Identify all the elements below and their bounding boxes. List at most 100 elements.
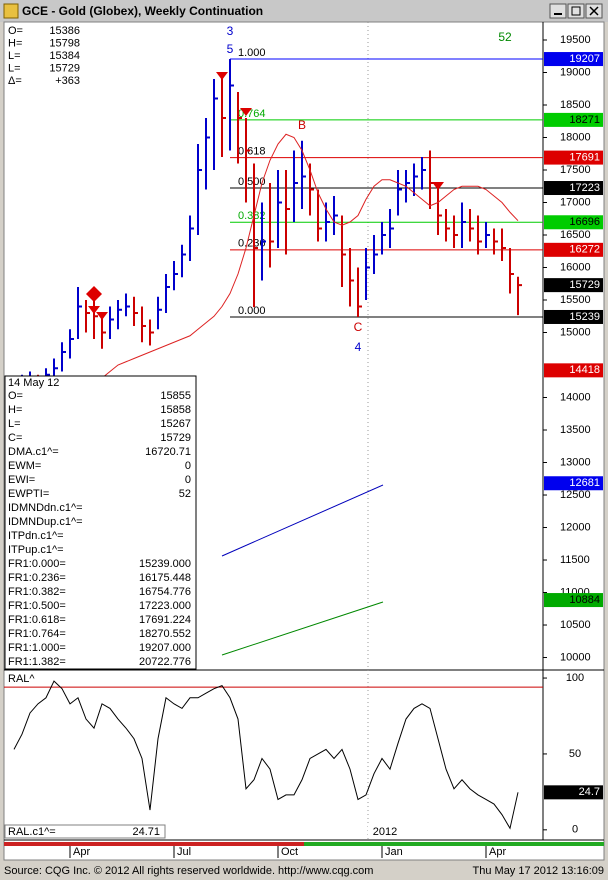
moving-average <box>93 133 519 382</box>
y-tick-label: 15500 <box>560 294 591 306</box>
x-tick-label: Apr <box>489 846 506 858</box>
price-marker-label: 16696 <box>569 216 600 228</box>
price-marker-box <box>544 593 603 608</box>
y-tick-label: 10000 <box>560 651 591 663</box>
price-marker-label: 14418 <box>569 364 600 376</box>
title-bar <box>0 0 608 22</box>
quote-label: O= <box>8 25 23 37</box>
data-row-label: FR1:0.000= <box>8 558 66 570</box>
y-tick-label: 13500 <box>560 424 591 436</box>
data-row-label: FR1:0.618= <box>8 614 66 626</box>
data-row-label: C= <box>8 432 22 444</box>
quote-label: L= <box>8 50 21 62</box>
data-row-value: 20722.776 <box>139 656 191 668</box>
y-tick-label: 17000 <box>560 196 591 208</box>
fib-label: 0.500 <box>238 176 266 188</box>
indicator-line-green <box>221 601 384 656</box>
data-row-label: EWI= <box>8 474 35 486</box>
year-label: 2012 <box>373 826 397 838</box>
data-row-label: ITPdn.c1^= <box>8 530 64 542</box>
signal-arrow <box>240 108 252 116</box>
price-marker-label: 16272 <box>569 244 600 256</box>
ral-line <box>13 680 519 830</box>
data-row-label: EWM= <box>8 460 41 472</box>
price-marker-label: 18271 <box>569 114 600 126</box>
quote-value: 15386 <box>49 25 80 37</box>
price-marker-box <box>544 309 603 324</box>
data-row-value: 15855 <box>160 390 191 402</box>
data-row-value: 15267 <box>160 418 191 430</box>
price-marker-box <box>544 215 603 230</box>
price-marker-box <box>544 112 603 127</box>
data-row-label: IDMNDdn.c1^= <box>8 502 83 514</box>
price-marker-label: 19207 <box>569 53 600 65</box>
ral-tick-label: 0 <box>572 824 578 836</box>
data-row-value: 16175.448 <box>139 572 191 584</box>
data-row-value: 18270.552 <box>139 628 191 640</box>
session-strip-red <box>4 842 304 846</box>
price-marker-box <box>544 150 603 165</box>
price-marker-label: 12681 <box>569 477 600 489</box>
data-row-value: 0 <box>185 474 191 486</box>
y-tick-label: 19500 <box>560 34 591 46</box>
wave-label: 3 <box>227 24 234 38</box>
price-marker-label: 15729 <box>569 279 600 291</box>
window-icon <box>3 3 19 19</box>
data-row-label: O= <box>8 390 23 402</box>
year-box <box>368 826 402 838</box>
wave-label: 5 <box>227 42 234 56</box>
price-marker-box <box>544 278 603 293</box>
ral-marker-box <box>544 785 603 800</box>
signal-arrow <box>96 312 108 320</box>
quote-label: L= <box>8 62 21 74</box>
data-row-value: 16754.776 <box>139 586 191 598</box>
data-row-label: FR1:0.500= <box>8 600 66 612</box>
data-panel-date: 14 May 12 <box>8 377 59 389</box>
data-row-label: FR1:1.382= <box>8 656 66 668</box>
data-row-label: FR1:0.764= <box>8 628 66 640</box>
data-row-label: FR1:1.000= <box>8 642 66 654</box>
price-marker-label: 17223 <box>569 182 600 194</box>
signal-arrow <box>216 72 228 80</box>
signal-diamond <box>86 286 102 302</box>
data-row-label: L= <box>8 418 21 430</box>
signal-arrow <box>88 306 100 314</box>
ral-readout-box <box>4 824 166 839</box>
ral-tick-label: 100 <box>566 672 584 684</box>
y-tick-label: 16500 <box>560 229 591 241</box>
y-tick-label: 12500 <box>560 489 591 501</box>
fib-label: 0.000 <box>238 305 266 317</box>
ral-tick-label: 50 <box>569 748 581 760</box>
data-row-label: ITPup.c1^= <box>8 544 64 556</box>
signal-arrow <box>432 182 444 190</box>
ral-title: RAL^ <box>8 673 35 685</box>
x-tick-label: Apr <box>73 846 90 858</box>
data-panel <box>4 375 197 670</box>
data-row-value: 15729 <box>160 432 191 444</box>
price-marker-box <box>544 181 603 196</box>
data-row-label: DMA.c1^= <box>8 446 59 458</box>
y-tick-label: 16000 <box>560 261 591 273</box>
ral-marker-label: 24.7 <box>579 786 600 798</box>
price-marker-box <box>544 363 603 378</box>
y-tick-label: 13000 <box>560 456 591 468</box>
indicator-line-blue <box>221 484 384 557</box>
y-tick-label: 18500 <box>560 99 591 111</box>
data-row-value: 16720.71 <box>145 446 191 458</box>
maximize-glyph <box>571 6 581 16</box>
quote-value: 15798 <box>49 37 80 49</box>
minimize-button[interactable] <box>549 3 567 19</box>
y-tick-label: 15000 <box>560 326 591 338</box>
maximize-button[interactable] <box>567 3 585 19</box>
ral-readout-label: RAL.c1^= <box>8 826 56 838</box>
quote-label: H= <box>8 37 22 49</box>
y-tick-label: 19000 <box>560 66 591 78</box>
wave-count: 52 <box>498 30 512 44</box>
price-marker-label: 15239 <box>569 311 600 323</box>
data-row-label: FR1:0.236= <box>8 572 66 584</box>
wave-label: 4 <box>355 340 362 354</box>
data-row-label: FR1:0.382= <box>8 586 66 598</box>
data-row-value: 15239.000 <box>139 558 191 570</box>
data-row-value: 19207.000 <box>139 642 191 654</box>
x-tick-label: Jul <box>177 846 191 858</box>
